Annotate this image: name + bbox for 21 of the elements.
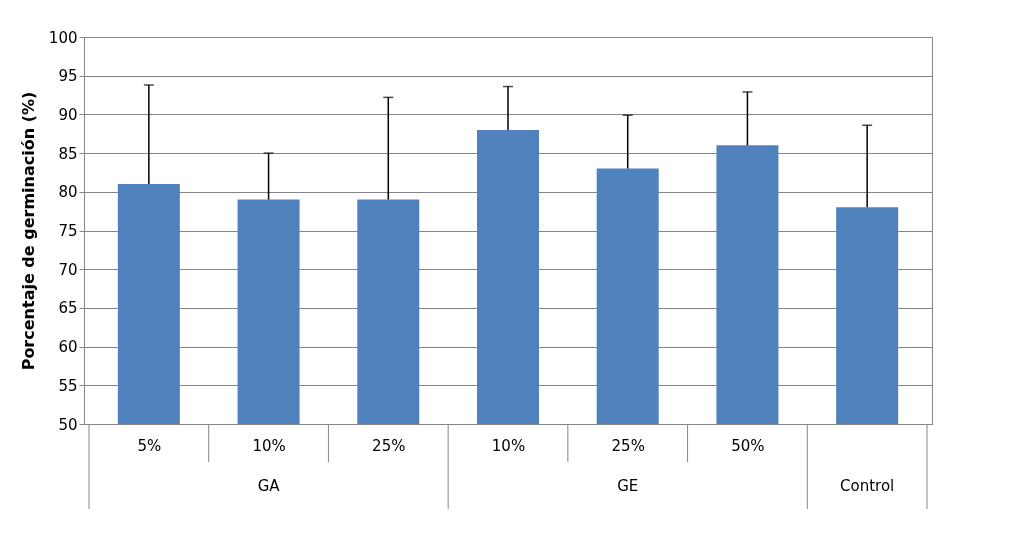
x-tick-label: 5% [137, 436, 162, 455]
x-tick-label: 25% [611, 436, 645, 455]
y-tick-label: 90 [58, 105, 78, 124]
x-tick-label: 50% [731, 436, 765, 455]
y-axis-title: Porcentaje de germinación (%) [18, 91, 38, 371]
y-tick-label: 100 [48, 28, 78, 47]
y-tick-label: 50 [58, 415, 78, 434]
y-tick-label: 75 [58, 222, 78, 240]
x-tick-label: 10% [491, 436, 526, 455]
y-tick-label: 60 [58, 338, 78, 357]
text: Control [840, 477, 895, 495]
y-tick-label: 55 [58, 376, 78, 395]
y-tick-label: 70 [58, 260, 78, 279]
y-tick-label: 80 [58, 183, 78, 202]
y-tick-label: 95 [58, 67, 78, 86]
x-tick-label: 25% [372, 436, 406, 455]
x-tick-label: 10% [252, 436, 286, 455]
y-tick-label: 65 [58, 299, 78, 318]
text: GE [617, 477, 639, 495]
y-tick-label: 85 [58, 144, 78, 163]
text: GA [257, 477, 281, 495]
